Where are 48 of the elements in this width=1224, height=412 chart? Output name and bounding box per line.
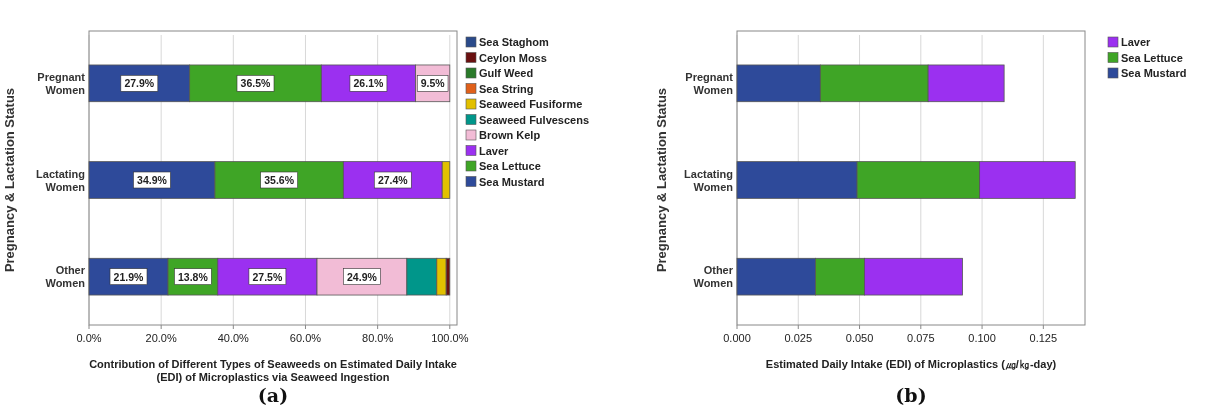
x-tick-label: 60.0%: [289, 332, 322, 344]
data-label: 35.6%: [264, 174, 295, 186]
text: (b): [895, 384, 927, 406]
data-label: 34.9%: [137, 174, 168, 186]
x-tick-label: 20.0%: [145, 332, 177, 344]
y-tick-label: Pregnant Women: [37, 70, 86, 96]
x-axis-title: Contribution of Different Types of Seaweeds on Estimated Daily Intake (EDI) of Microplastics via Seaweed Ingestion: [89, 358, 457, 383]
y-tick-label: Lactating Women: [684, 167, 734, 193]
x-tick-label: 0.075: [907, 332, 935, 344]
y-axis-title: Pregnancy & Lactation Status: [654, 87, 669, 273]
x-tick-label: 0.050: [845, 332, 874, 344]
x-axis-title: Estimated Daily Intake (EDI) of Microplastics (㎍/㎏-day): [765, 358, 1057, 370]
legend-label: Sea Staghom: [479, 36, 549, 48]
y-axis-title: Pregnancy & Lactation Status: [2, 87, 17, 273]
legend-label: Brown Kelp: [479, 129, 541, 141]
legend-label: Laver: [479, 144, 510, 157]
x-tick-label: 40.0%: [217, 332, 250, 344]
x-tick-label: 100.0%: [431, 332, 469, 344]
y-tick-label: Other Women: [693, 264, 734, 290]
data-label: 24.9%: [347, 270, 378, 283]
x-tick-label: 0.100: [968, 332, 996, 344]
data-label: 13.8%: [178, 270, 209, 283]
data-label: 21.9%: [113, 270, 145, 283]
legend-label: Ceylon Moss: [479, 51, 547, 64]
data-label: 26.1%: [353, 77, 384, 90]
y-tick-label: Pregnant Women: [685, 70, 734, 96]
data-label: 27.9%: [124, 77, 155, 90]
legend-label: Sea Lettuce: [1121, 51, 1183, 64]
x-tick-label: 0.025: [784, 332, 813, 344]
data-label: 27.5%: [252, 270, 283, 283]
x-tick-label: 0.125: [1029, 332, 1058, 344]
legend-label: Seaweed Fulvescens: [479, 113, 590, 126]
legend-label: Sea Mustard: [479, 175, 545, 188]
y-tick-label: Other Women: [45, 264, 86, 290]
data-label: 9.5%: [420, 77, 446, 90]
data-label: 36.5%: [240, 77, 272, 90]
data-label: 27.4%: [377, 174, 409, 186]
legend-label: Sea String: [479, 82, 534, 95]
legend-label: Seaweed Fusiforme: [479, 98, 583, 110]
legend-label: Gulf Weed: [479, 67, 534, 79]
legend-label: Sea Lettuce: [479, 160, 541, 172]
y-tick-label: Lactating Women: [36, 167, 86, 193]
legend-label: Laver: [1121, 36, 1152, 48]
x-tick-label: 80.0%: [362, 332, 394, 344]
x-tick-label: 0.000: [723, 332, 751, 344]
text: (a): [257, 384, 289, 406]
x-tick-label: 0.0%: [76, 332, 102, 344]
legend-label: Sea Mustard: [1121, 67, 1187, 79]
